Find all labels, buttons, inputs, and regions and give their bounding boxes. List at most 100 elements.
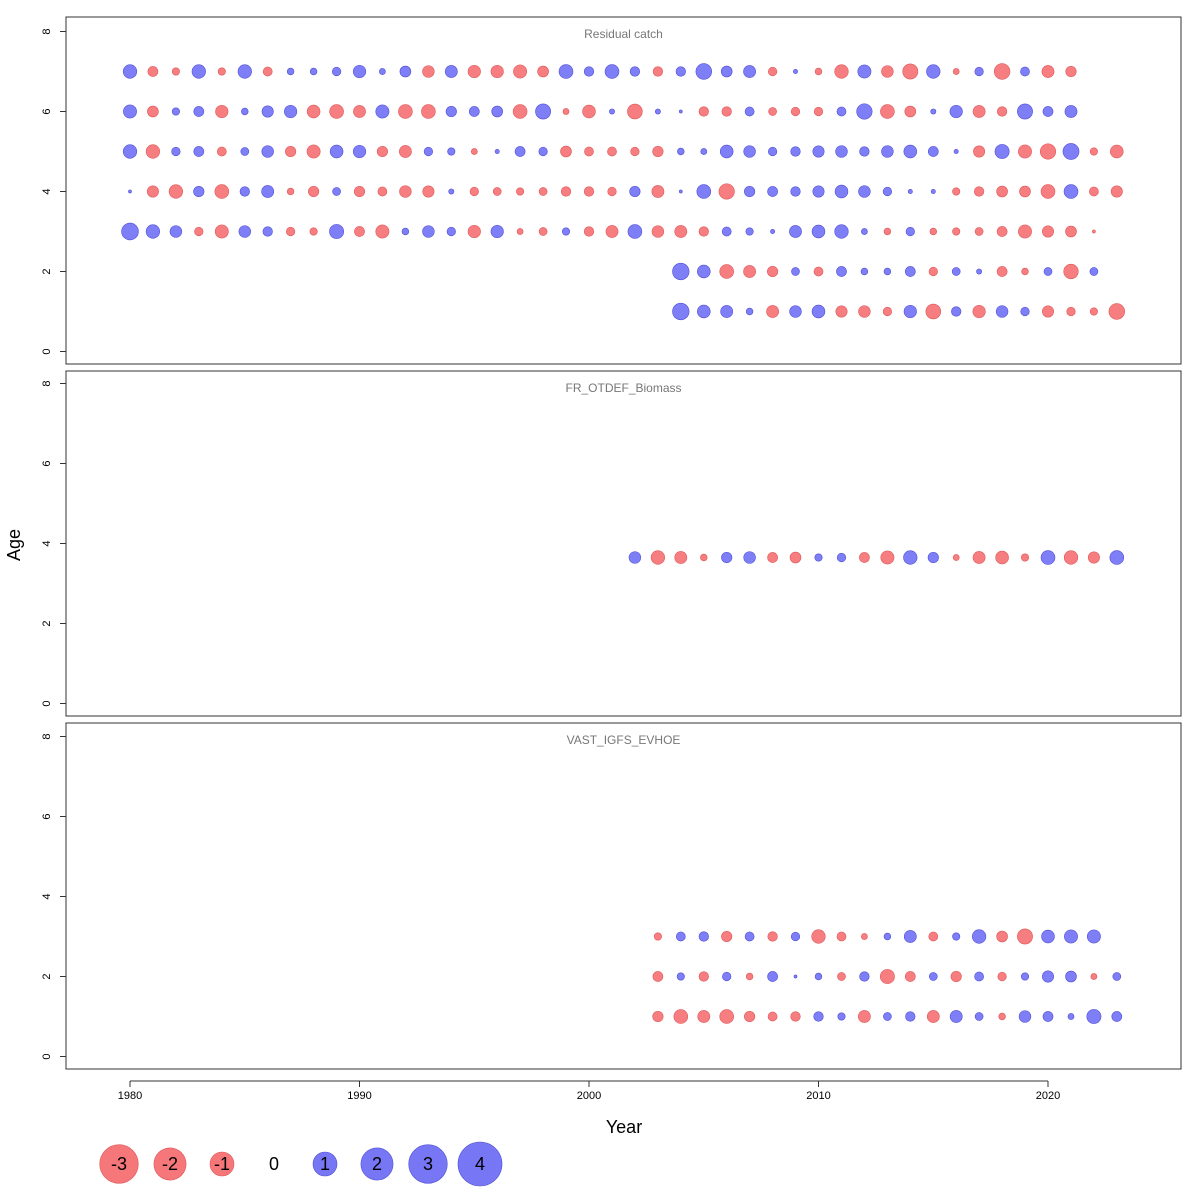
residual-bubble	[1040, 550, 1056, 565]
residual-bubble	[1064, 105, 1078, 118]
residual-bubble	[743, 551, 756, 564]
residual-bubble	[677, 147, 685, 156]
residual-bubble	[490, 224, 504, 239]
residual-bubble	[1019, 185, 1031, 198]
residual-bubble	[607, 186, 617, 197]
residual-bubble	[652, 1010, 664, 1023]
legend-bubble	[153, 1147, 187, 1181]
residual-bubble	[147, 105, 159, 118]
residual-bubble	[214, 184, 230, 199]
residual-bubble	[467, 224, 481, 239]
residual-bubble	[122, 144, 138, 159]
residual-bubble	[814, 972, 823, 981]
residual-bubble	[516, 187, 525, 196]
residual-bubble	[674, 225, 688, 238]
y-tick-label: 6	[41, 108, 53, 114]
residual-bubble	[286, 187, 295, 196]
residual-bubble	[145, 144, 160, 159]
residual-bubble	[237, 64, 252, 79]
residual-bubble	[238, 225, 251, 238]
residual-bubble	[1043, 267, 1053, 276]
panel-frame	[65, 16, 1182, 365]
residual-bubble	[629, 185, 641, 198]
panel-title: Residual catch	[584, 27, 663, 41]
residual-bubble	[285, 145, 297, 158]
residual-bubble	[1042, 106, 1054, 117]
residual-bubble	[398, 104, 413, 119]
residual-bubble	[194, 226, 204, 237]
residual-bubble	[997, 971, 1007, 982]
residual-bubble	[743, 145, 756, 158]
residual-bubble	[145, 224, 160, 239]
residual-bubble	[928, 931, 939, 942]
residual-bubble	[744, 106, 755, 117]
y-tick-label: 8	[41, 28, 53, 34]
y-tick-label: 4	[41, 893, 53, 899]
residual-bubble	[1018, 144, 1032, 159]
residual-bubble	[837, 972, 846, 981]
residual-bubble	[1020, 553, 1030, 562]
residual-bubble	[284, 104, 298, 119]
residual-bubble	[952, 227, 961, 236]
residual-bubble	[1017, 928, 1033, 945]
residual-bubble	[607, 146, 617, 157]
residual-bubble	[697, 1010, 711, 1023]
residual-bubble	[583, 66, 595, 77]
residual-bubble	[790, 146, 801, 157]
residual-bubble	[813, 1011, 824, 1022]
residual-bubble	[835, 145, 848, 158]
residual-bubble	[856, 103, 873, 120]
residual-bubble	[1042, 1011, 1054, 1022]
residual-bubble	[375, 224, 390, 239]
residual-bubble	[995, 305, 1009, 318]
residual-bubble	[836, 552, 847, 563]
residual-bubble	[926, 64, 941, 79]
residual-bubble	[261, 105, 274, 118]
residual-bubble	[286, 67, 295, 76]
residual-bubble	[121, 222, 139, 241]
residual-bubble	[995, 550, 1009, 565]
residual-bubble	[1063, 263, 1079, 280]
legend-label: 2	[372, 1154, 382, 1174]
residual-bubble	[467, 64, 481, 79]
residual-bubble	[673, 1009, 689, 1024]
residual-bubble	[793, 974, 798, 979]
residual-bubble	[974, 66, 984, 77]
residual-bubble	[1042, 225, 1054, 238]
legend-bubble	[408, 1144, 448, 1184]
residual-bubble	[193, 185, 205, 198]
residual-bubble	[834, 184, 849, 199]
residual-bubble	[767, 971, 778, 982]
residual-bubble	[122, 64, 138, 79]
residual-bubble	[930, 189, 936, 194]
panel-title: VAST_IGFS_EVHOE	[567, 733, 681, 747]
residual-bubble	[903, 930, 917, 943]
residual-bubble	[630, 146, 640, 157]
residual-bubble	[698, 931, 709, 942]
residual-bubble	[790, 186, 801, 197]
residual-bubble	[721, 930, 733, 943]
residual-bubble	[743, 65, 756, 78]
residual-bubble	[767, 265, 779, 278]
residual-bubble	[422, 225, 435, 238]
residual-bubble	[1087, 551, 1100, 564]
residual-bubble	[952, 187, 961, 196]
x-tick-label: 2000	[577, 1090, 601, 1102]
residual-bubble	[953, 149, 959, 154]
residual-bubble	[996, 106, 1008, 117]
residual-bubble	[974, 971, 984, 982]
residual-bubble	[286, 226, 296, 237]
residual-bubble	[744, 1010, 756, 1023]
residual-bubble	[813, 106, 824, 117]
residual-bubble	[423, 146, 433, 157]
legend-bubble	[209, 1151, 235, 1177]
residual-bubble	[858, 305, 871, 318]
residual-bubble	[241, 107, 249, 116]
residual-bubble	[993, 63, 1011, 80]
residual-bubble	[974, 1012, 984, 1021]
x-tick-label: 2020	[1036, 1090, 1060, 1102]
residual-bubble	[790, 1011, 801, 1022]
residual-bubble	[789, 305, 802, 318]
residual-bubble	[216, 146, 227, 157]
residual-bubble	[191, 64, 206, 79]
